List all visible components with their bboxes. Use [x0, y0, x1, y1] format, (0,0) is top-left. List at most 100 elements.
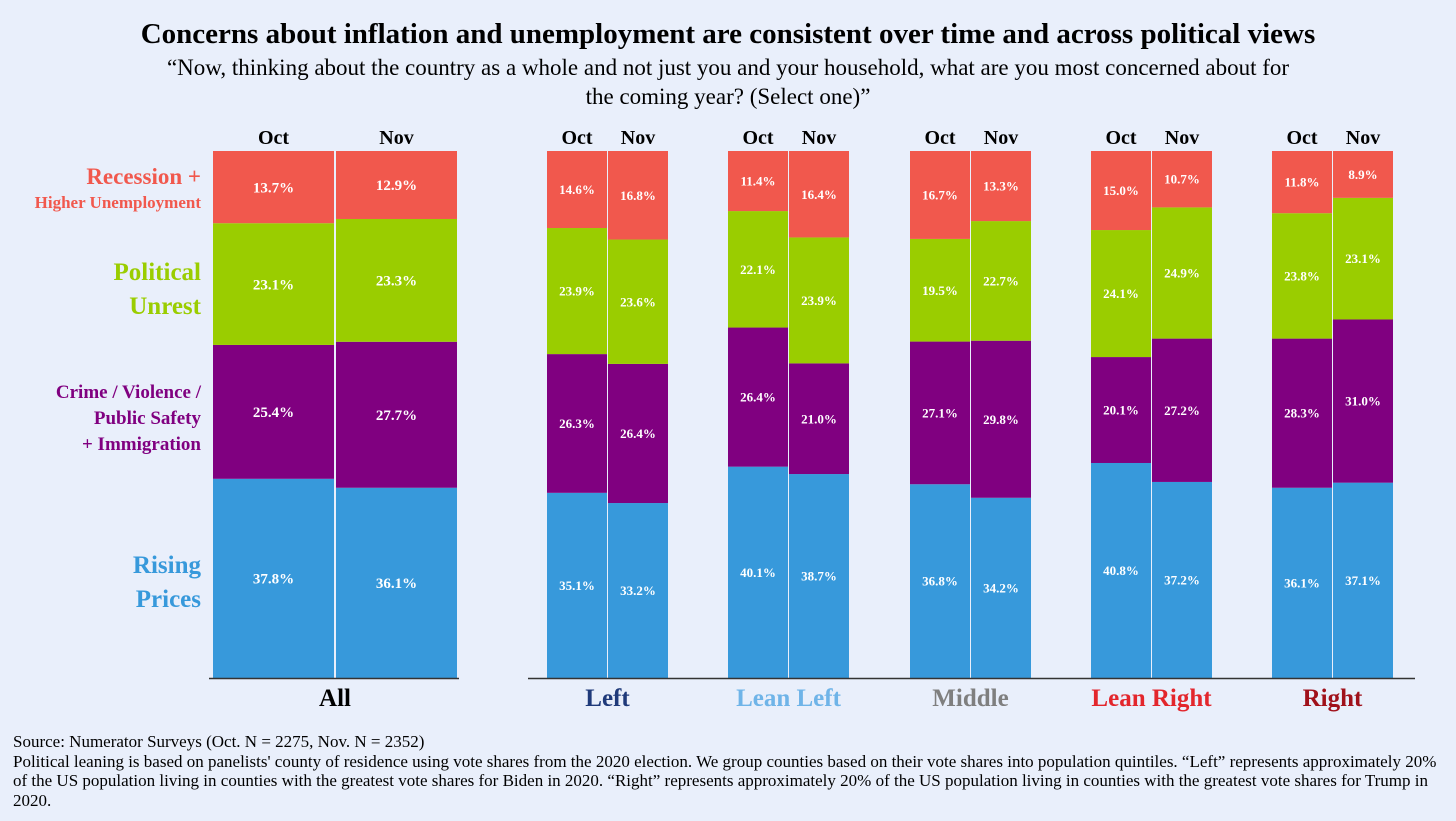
value-label: 15.0% [1103, 183, 1139, 198]
value-label: 23.1% [1345, 251, 1381, 266]
bar-segment-lean-left-oct-2 [728, 211, 788, 328]
group-lean-left: 40.1% 26.4% 22.1% 11.4% Oct 38.7% 21.0% 23.9% 16… [728, 127, 849, 712]
category-label-unrest: Political Unrest [114, 256, 201, 324]
group-lean-right: 40.8% 20.1% 24.1% 15.0% Oct 37.2% 27.2% 24.9% 10… [1091, 127, 1212, 712]
bar-period-label: Oct [561, 127, 592, 149]
bar-segment-lean-right-oct-1 [1091, 357, 1151, 463]
stacked-bar-chart: 37.8% 25.4% 23.1% 13.7% Oct 36.1% 27.7% 23.3% 12… [209, 127, 1415, 712]
bar-period-label: Nov [621, 127, 655, 149]
source-note: Source: Numerator Surveys (Oct. N = 2275… [13, 732, 425, 751]
bar-segment-middle-nov-2 [971, 221, 1031, 341]
bar-period-label: Nov [1346, 127, 1380, 149]
value-label: 26.3% [559, 416, 595, 431]
category-label-line: Recession + [86, 164, 201, 189]
value-label: 23.6% [620, 294, 656, 309]
value-label: 26.4% [620, 426, 656, 441]
group-all: 37.8% 25.4% 23.1% 13.7% Oct 36.1% 27.7% 23.3% 12… [213, 127, 457, 712]
group-left: 35.1% 26.3% 23.9% 14.6% Oct 33.2% 26.4% 23.6% 16… [547, 127, 668, 712]
value-label: 31.0% [1345, 394, 1381, 409]
value-label: 16.8% [620, 188, 656, 203]
category-label-line: Political [113, 259, 201, 286]
bar-segment-middle-nov-0 [971, 497, 1031, 678]
group-label: All [319, 685, 351, 712]
value-label: 36.1% [1284, 575, 1320, 590]
bar-segment-all-oct-0 [213, 478, 334, 678]
bar-segment-lean-left-oct-1 [728, 327, 788, 467]
bar-segment-middle-oct-0 [910, 484, 970, 678]
bar-segment-middle-oct-1 [910, 341, 970, 485]
bar-segment-all-oct-1 [213, 344, 334, 479]
value-label: 8.9% [1348, 167, 1377, 182]
group-label: Middle [932, 685, 1008, 712]
bar-segment-right-oct-1 [1272, 338, 1332, 488]
bar-period-label: Oct [742, 127, 773, 149]
bar-segment-left-oct-3 [547, 151, 607, 229]
value-label: 37.1% [1345, 573, 1381, 588]
value-label: 37.2% [1164, 573, 1200, 588]
value-label: 16.7% [922, 188, 958, 203]
value-label: 27.2% [1164, 403, 1200, 418]
value-label: 40.8% [1103, 563, 1139, 578]
bar-segment-left-oct-0 [547, 492, 607, 678]
bar-segment-lean-left-nov-3 [789, 151, 849, 238]
category-label-line: Unrest [129, 293, 201, 320]
bar-segment-lean-right-oct-0 [1091, 462, 1151, 678]
bar-segment-right-nov-2 [1333, 197, 1393, 320]
bar-segment-all-nov-1 [336, 341, 457, 488]
category-label-line: + Immigration [81, 434, 201, 455]
bar-segment-right-nov-0 [1333, 482, 1393, 678]
bar-segment-right-nov-3 [1333, 151, 1393, 198]
value-label: 23.8% [1284, 268, 1320, 283]
value-label: 40.1% [740, 565, 776, 580]
category-label-prices: Rising Prices [133, 549, 201, 617]
bar-segment-left-oct-1 [547, 354, 607, 493]
bar-segment-left-nov-3 [608, 151, 668, 240]
value-label: 29.8% [983, 412, 1019, 427]
category-label-line: Rising [132, 552, 201, 579]
methodology-note: Political leaning is based on panelists'… [13, 751, 1437, 810]
value-label: 27.1% [922, 405, 958, 420]
value-label: 14.6% [559, 182, 595, 197]
bar-segment-right-oct-0 [1272, 487, 1332, 678]
group-middle: 36.8% 27.1% 19.5% 16.7% Oct 34.2% 29.8% 22.7% 13… [910, 127, 1031, 712]
bar-segment-lean-left-nov-0 [789, 474, 849, 678]
group-right: 36.1% 28.3% 23.8% 11.8% Oct 37.1% 31.0% 23.1% 8.… [1272, 127, 1393, 712]
bar-segment-lean-right-nov-1 [1152, 338, 1212, 482]
bar-segment-right-oct-3 [1272, 151, 1332, 214]
value-label: 26.4% [740, 390, 776, 405]
value-label: 25.4% [253, 405, 294, 421]
value-label: 27.7% [376, 408, 417, 424]
bar-segment-all-oct-3 [213, 151, 334, 224]
bar-segment-lean-right-nov-0 [1152, 481, 1212, 678]
bar-segment-left-nov-2 [608, 239, 668, 364]
bar-segment-middle-nov-1 [971, 340, 1031, 498]
value-label: 33.2% [620, 583, 656, 598]
bar-period-label: Nov [802, 127, 836, 149]
bar-segment-left-nov-1 [608, 363, 668, 504]
bar-segment-all-nov-3 [336, 151, 457, 219]
category-label-line: Higher Unemployment [34, 193, 201, 212]
value-label: 23.1% [253, 277, 294, 293]
value-label: 23.3% [376, 274, 417, 290]
value-label: 19.5% [922, 283, 958, 298]
value-label: 11.4% [740, 174, 775, 189]
value-label: 23.9% [801, 293, 837, 308]
value-label: 10.7% [1164, 172, 1200, 187]
value-label: 20.1% [1103, 403, 1139, 418]
bar-segment-right-nov-1 [1333, 319, 1393, 483]
bar-segment-lean-right-oct-3 [1091, 151, 1151, 231]
value-label: 11.8% [1284, 175, 1319, 190]
bar-segment-lean-left-oct-0 [728, 466, 788, 678]
value-label: 36.1% [376, 576, 417, 592]
bar-segment-middle-nov-3 [971, 151, 1031, 222]
value-label: 13.7% [253, 180, 294, 196]
bar-segment-lean-right-oct-2 [1091, 230, 1151, 358]
value-label: 12.9% [376, 178, 417, 194]
group-label: Right [1303, 685, 1363, 712]
chart-title: Concerns about inflation and unemploymen… [140, 18, 1316, 50]
value-label: 21.0% [801, 411, 837, 426]
value-label: 24.9% [1164, 266, 1200, 281]
bar-segment-left-nov-0 [608, 503, 668, 678]
category-label-recession: Recession + Higher Unemployment [35, 163, 201, 215]
bar-segment-lean-right-nov-3 [1152, 151, 1212, 208]
